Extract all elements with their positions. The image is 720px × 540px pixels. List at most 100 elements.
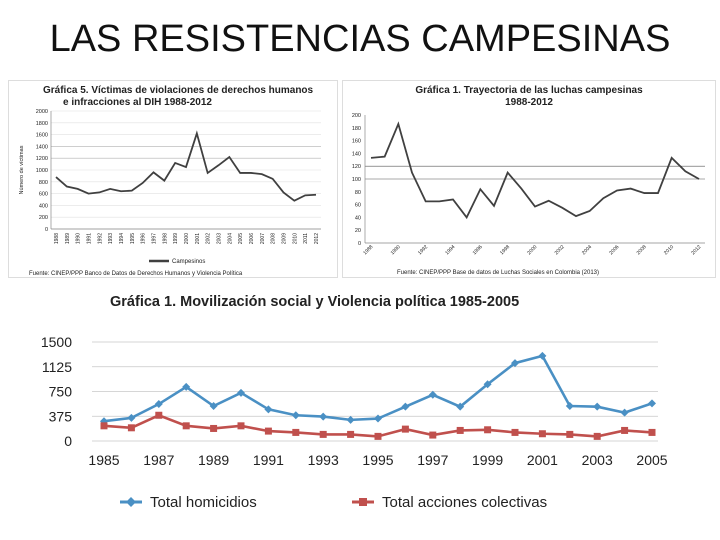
point-homicidios	[319, 412, 328, 421]
x-tick-label: 1992	[417, 244, 429, 256]
y-tick-label: 1200	[36, 156, 48, 162]
x-tick-label: 1995	[362, 452, 393, 468]
point-homicidios	[154, 400, 163, 409]
x-tick-label: 1994	[444, 244, 456, 256]
x-tick-label: 1999	[472, 452, 503, 468]
y-tick-label: 80	[355, 190, 361, 196]
point-acciones-colectivas	[456, 426, 464, 434]
y-tick-label: 400	[39, 203, 48, 209]
x-tick-label: 1987	[143, 452, 174, 468]
point-homicidios	[401, 402, 410, 411]
y-tick-label: 120	[352, 164, 361, 170]
chart-source: Fuente: CINEP/PPP Banco de Datos de Dere…	[29, 271, 243, 277]
point-acciones-colectivas	[264, 427, 272, 435]
point-homicidios	[483, 380, 492, 389]
x-tick-label: 1993	[108, 233, 114, 244]
chart-source: Fuente: CINEP/PPP Base de datos de Lucha…	[397, 270, 599, 276]
x-tick-label: 1993	[308, 452, 339, 468]
point-acciones-colectivas	[511, 428, 519, 436]
point-homicidios	[264, 405, 273, 414]
x-tick-label: 2004	[581, 244, 593, 256]
point-acciones-colectivas	[374, 432, 382, 440]
x-tick-label: 1988	[54, 233, 60, 244]
point-homicidios	[565, 402, 574, 411]
x-tick-label: 2008	[271, 233, 277, 244]
y-tick-label: 160	[352, 139, 361, 145]
point-homicidios	[593, 402, 602, 411]
y-tick-label: 600	[39, 192, 48, 198]
x-tick-label: 2005	[238, 233, 244, 244]
x-tick-label: 1990	[390, 244, 402, 256]
chart-victimas: Gráfica 5. Víctimas de violaciones de de…	[19, 85, 321, 277]
chart-victimas-panel: Gráfica 5. Víctimas de violaciones de de…	[8, 80, 338, 278]
x-tick-label: 2012	[690, 244, 702, 256]
y-tick-label: 180	[352, 126, 361, 132]
point-homicidios	[237, 388, 245, 397]
x-tick-label: 2002	[206, 233, 212, 244]
x-tick-label: 2000	[526, 244, 538, 256]
x-tick-label: 2006	[608, 244, 620, 256]
point-acciones-colectivas	[237, 422, 245, 430]
y-tick-label: 200	[39, 215, 48, 221]
x-tick-label: 1989	[65, 233, 71, 244]
y-tick-label: 750	[49, 384, 73, 400]
series-line-campesinos	[55, 130, 317, 202]
point-acciones-colectivas	[210, 424, 218, 432]
x-tick-label: 1995	[130, 233, 136, 244]
x-tick-label: 1992	[97, 233, 103, 244]
x-tick-label: 2001	[527, 452, 558, 468]
legend-marker-acciones-colectivas	[359, 498, 367, 506]
x-tick-label: 2005	[636, 452, 667, 468]
point-homicidios	[620, 408, 629, 417]
x-tick-label: 1985	[88, 452, 119, 468]
point-acciones-colectivas	[484, 426, 492, 434]
point-homicidios	[291, 411, 300, 420]
point-acciones-colectivas	[538, 430, 546, 438]
point-homicidios	[538, 351, 547, 360]
chart-title-line2: e infracciones al DIH 1988-2012	[63, 97, 212, 108]
point-acciones-colectivas	[319, 430, 327, 438]
point-acciones-colectivas	[347, 430, 355, 438]
x-tick-label: 2004	[227, 233, 233, 244]
y-tick-label: 1600	[36, 133, 48, 139]
point-acciones-colectivas	[593, 432, 601, 440]
x-tick-label: 1991	[253, 452, 284, 468]
x-tick-label: 2002	[554, 244, 566, 256]
point-acciones-colectivas	[566, 430, 574, 438]
x-tick-label: 1988	[362, 244, 374, 256]
chart-luchas-panel: Gráfica 1. Trayectoria de las luchas cam…	[342, 80, 716, 278]
point-acciones-colectivas	[621, 426, 629, 434]
y-tick-label: 100	[352, 177, 361, 183]
y-tick-label: 140	[352, 151, 361, 157]
legend-label-campesinos: Campesinos	[172, 259, 205, 265]
x-tick-label: 2012	[314, 233, 320, 244]
x-tick-label: 1998	[162, 233, 168, 244]
y-tick-label: 20	[355, 228, 361, 234]
x-tick-label: 2011	[303, 233, 309, 244]
point-acciones-colectivas	[292, 428, 300, 436]
legend-label-homicidios: Total homicidios	[150, 494, 257, 511]
point-acciones-colectivas	[155, 411, 163, 419]
x-tick-label: 1996	[472, 244, 484, 256]
x-tick-label: 1994	[119, 233, 125, 244]
y-tick-label: 40	[355, 215, 361, 221]
chart-title-line1: Gráfica 5. Víctimas de violaciones de de…	[43, 85, 314, 96]
chart-title: Gráfica 1. Trayectoria de las luchas cam…	[415, 85, 643, 96]
point-homicidios	[456, 402, 465, 411]
y-tick-label: 1500	[41, 334, 72, 350]
y-tick-label: 2000	[36, 109, 48, 115]
x-tick-label: 1997	[152, 233, 158, 244]
chart-subtitle: 1988-2012	[505, 97, 553, 108]
x-tick-label: 1996	[141, 233, 147, 244]
x-tick-label: 2000	[184, 233, 190, 244]
y-tick-label: 1000	[36, 168, 48, 174]
y-tick-label: 60	[355, 203, 361, 209]
x-tick-label: 2003	[582, 452, 613, 468]
x-tick-label: 1997	[417, 452, 448, 468]
legend-label-acciones-colectivas: Total acciones colectivas	[382, 494, 547, 511]
point-acciones-colectivas	[182, 422, 190, 430]
y-tick-label: 0	[64, 433, 72, 449]
x-tick-label: 2001	[195, 233, 201, 244]
y-tick-label: 800	[39, 180, 48, 186]
point-homicidios	[648, 399, 656, 408]
